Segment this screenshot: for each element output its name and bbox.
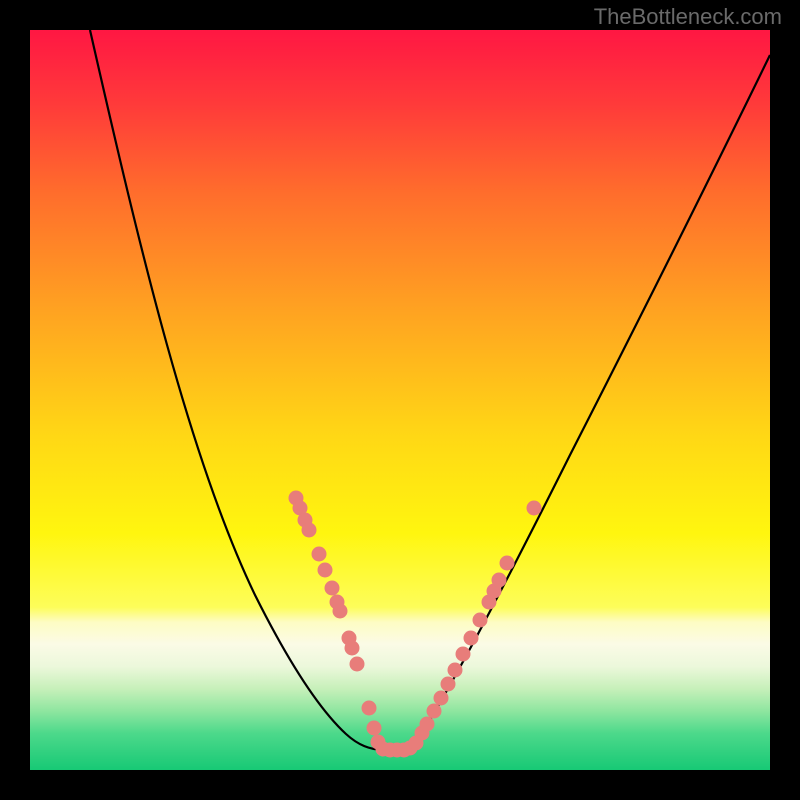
- curve-marker: [441, 677, 456, 692]
- curve-marker: [367, 721, 382, 736]
- curve-marker: [456, 647, 471, 662]
- curve-marker: [473, 613, 488, 628]
- curve-marker: [492, 573, 507, 588]
- curve-marker: [325, 581, 340, 596]
- curve-marker: [333, 604, 348, 619]
- curve-marker: [362, 701, 377, 716]
- curve-marker: [302, 523, 317, 538]
- curve-marker: [500, 556, 515, 571]
- curve-marker: [427, 704, 442, 719]
- curve-marker: [527, 501, 542, 516]
- curve-marker: [420, 717, 435, 732]
- chart-outer: TheBottleneck.com: [0, 0, 800, 800]
- curve-marker: [448, 663, 463, 678]
- curve-marker: [318, 563, 333, 578]
- plot-background: [30, 30, 770, 770]
- curve-marker: [464, 631, 479, 646]
- watermark-text: TheBottleneck.com: [594, 4, 782, 30]
- curve-marker: [434, 691, 449, 706]
- curve-marker: [345, 641, 360, 656]
- bottleneck-plot: [30, 30, 770, 770]
- curve-marker: [312, 547, 327, 562]
- curve-marker: [350, 657, 365, 672]
